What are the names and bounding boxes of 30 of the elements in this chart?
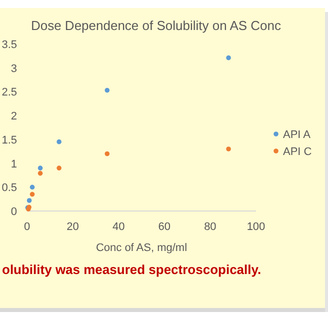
y-tick-label: 2.5 <box>2 86 17 99</box>
text: olubility was measured spectroscopically. <box>2 262 262 277</box>
x-axis-title: Conc of AS, mg/ml <box>96 242 188 254</box>
x-tick-label: 0 <box>24 221 30 233</box>
x-tick-label: 20 <box>66 221 79 233</box>
point <box>226 146 231 152</box>
y-tick-label: 1 <box>10 158 17 170</box>
y-tick-label: 3.5 <box>2 39 17 51</box>
x-tick-label: 60 <box>158 221 171 233</box>
y-tick-label: 0 <box>10 206 17 218</box>
point <box>226 55 231 60</box>
y-tick-label: 1.5 <box>2 134 17 146</box>
point <box>26 198 32 203</box>
y-tick-label: 3 <box>10 62 17 75</box>
point <box>30 184 35 190</box>
point <box>104 151 110 156</box>
point <box>104 88 110 93</box>
chart-title: Dose Dependence of Solubility on AS Conc <box>30 18 282 33</box>
x-tick-label: 100 <box>246 221 266 233</box>
x-tick-label: 80 <box>204 221 216 233</box>
point <box>38 170 43 176</box>
point <box>30 192 35 197</box>
x-tick-label: 40 <box>112 221 125 233</box>
point <box>56 139 62 144</box>
legend-label: API A <box>283 129 312 141</box>
point <box>38 166 43 170</box>
y-tick-label: 2 <box>10 110 17 123</box>
point <box>56 166 62 170</box>
y-tick-label: 0.5 <box>2 182 17 194</box>
legend-label: API C <box>283 146 312 158</box>
